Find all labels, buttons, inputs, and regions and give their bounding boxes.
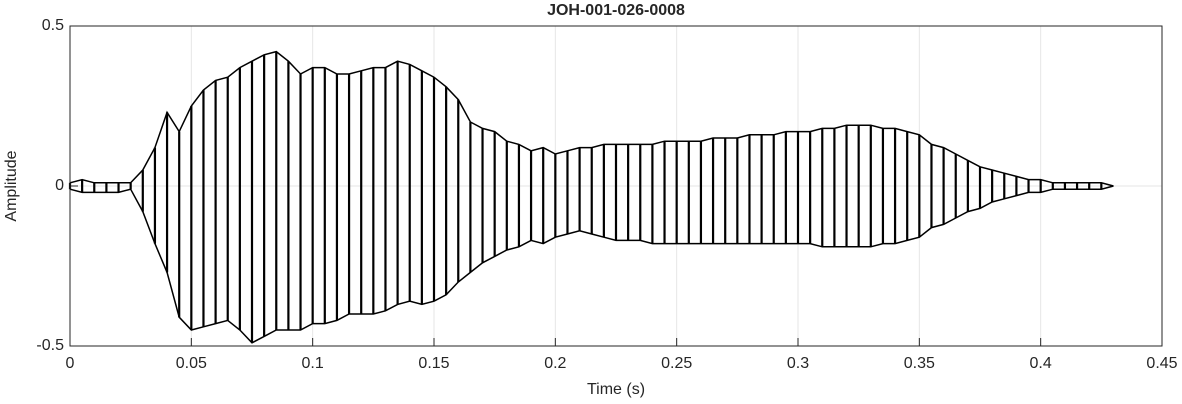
- waveform-envelope: [69, 185, 1114, 344]
- y-tick-label: 0.5: [42, 17, 64, 34]
- x-tick-label: 0.05: [176, 355, 207, 372]
- x-axis-label: Time (s): [587, 381, 645, 398]
- x-tick-label: 0.1: [302, 355, 324, 372]
- chart-title: JOH-001-026-0008: [547, 2, 685, 19]
- x-tick-label: 0.35: [904, 355, 935, 372]
- y-axis-label: Amplitude: [3, 150, 20, 221]
- x-tick-label: 0: [66, 355, 75, 372]
- x-tick-label: 0.2: [544, 355, 566, 372]
- x-tick-label: 0.4: [1030, 355, 1052, 372]
- y-tick-label: 0: [55, 177, 64, 194]
- waveform-envelope: [69, 50, 1114, 187]
- x-tick-label: 0.15: [418, 355, 449, 372]
- y-tick-label: -0.5: [36, 337, 64, 354]
- x-tick-label: 0.45: [1146, 355, 1177, 372]
- x-tick-label: 0.25: [661, 355, 692, 372]
- x-tick-label: 0.3: [787, 355, 809, 372]
- plot-frame: [69, 25, 1163, 347]
